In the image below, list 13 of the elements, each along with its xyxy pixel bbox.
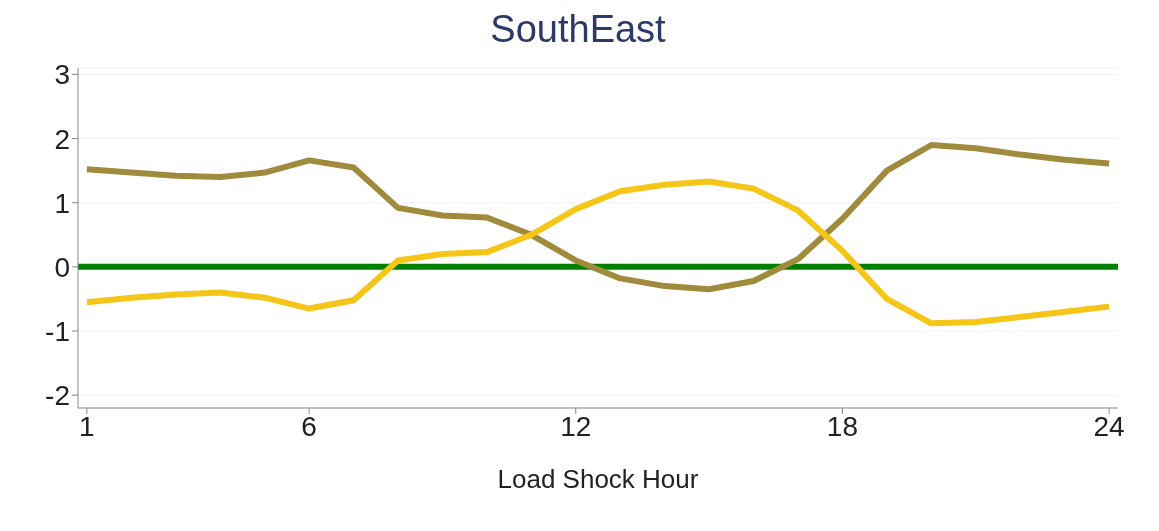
y-tick-label: 3: [54, 59, 70, 91]
y-tick-label: 0: [54, 251, 70, 283]
x-tick-label: 1: [79, 410, 95, 442]
x-tick-label: 18: [826, 410, 859, 442]
y-tick-label: -1: [45, 315, 70, 347]
x-tick-label: 6: [301, 410, 317, 442]
y-tick-label: 2: [54, 123, 70, 155]
x-tick-label: 12: [560, 410, 592, 442]
x-tick-label: 24: [1093, 410, 1125, 442]
y-tick-label: -2: [45, 380, 70, 412]
x-axis-title: Load Shock Hour: [497, 464, 699, 494]
chart-title: SouthEast: [489, 8, 667, 52]
y-tick-label: 1: [54, 187, 70, 219]
